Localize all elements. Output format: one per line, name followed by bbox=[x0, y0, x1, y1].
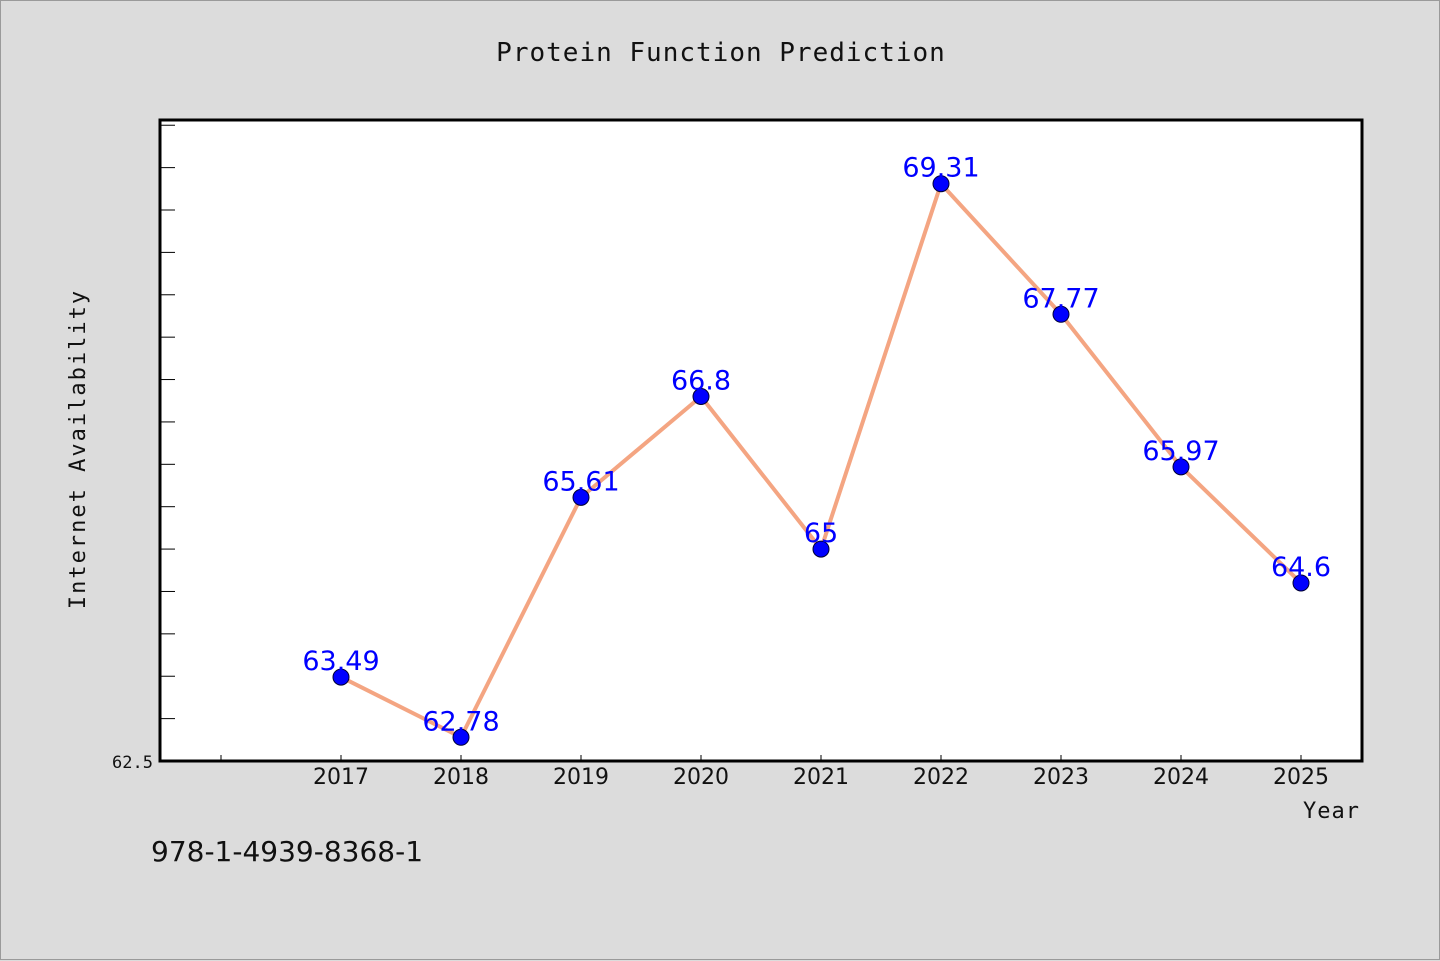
data-label-2022: 69.31 bbox=[902, 153, 979, 184]
data-label-2019: 65.61 bbox=[542, 466, 619, 497]
y-axis-label: Internet Availability bbox=[66, 289, 91, 609]
data-point-2017 bbox=[332, 668, 350, 686]
x-tick-label: 2024 bbox=[1153, 765, 1209, 790]
data-point-2021 bbox=[812, 540, 830, 558]
x-tick-label: 2025 bbox=[1273, 765, 1329, 790]
data-point-2024 bbox=[1172, 458, 1190, 476]
x-tick-label: 2019 bbox=[553, 765, 609, 790]
y-tick-label: 62.5 bbox=[112, 753, 153, 773]
x-tick-label: 2021 bbox=[793, 765, 849, 790]
data-point-2022 bbox=[932, 175, 950, 193]
x-tick-label: 2022 bbox=[913, 765, 969, 790]
data-label-2017: 63.49 bbox=[302, 646, 379, 677]
data-label-2020: 66.8 bbox=[671, 365, 731, 396]
data-point-2023 bbox=[1052, 305, 1070, 323]
data-point-2018 bbox=[452, 728, 470, 746]
data-label-2023: 67.77 bbox=[1022, 283, 1099, 314]
data-label-2025: 64.6 bbox=[1271, 552, 1331, 583]
x-tick-label: 2023 bbox=[1033, 765, 1089, 790]
data-point-2019 bbox=[572, 488, 590, 506]
x-axis-ticks: 2017 2018 2019 2020 2021 2022 2023 2024 2025 bbox=[220, 755, 1329, 790]
data-point-2025 bbox=[1292, 574, 1310, 592]
x-tick-label: 2017 bbox=[313, 765, 369, 790]
data-point-2020 bbox=[692, 387, 710, 405]
x-tick-label: 2020 bbox=[673, 765, 729, 790]
series-line-group: 63.49 62.78 65.61 66.8 65 69.31 67.77 65.97 64.6 bbox=[302, 153, 1331, 746]
y-axis-ticks bbox=[161, 124, 175, 720]
chart-title: Protein Function Prediction bbox=[496, 38, 946, 68]
data-label-2024: 65.97 bbox=[1142, 436, 1219, 467]
data-label-2018: 62.78 bbox=[422, 706, 499, 737]
x-tick-label: 2018 bbox=[433, 765, 489, 790]
x-axis-label: Year bbox=[1303, 799, 1360, 824]
footer-code: 978-1-4939-8368-1 bbox=[151, 835, 424, 868]
data-label-2021: 65 bbox=[804, 518, 838, 549]
